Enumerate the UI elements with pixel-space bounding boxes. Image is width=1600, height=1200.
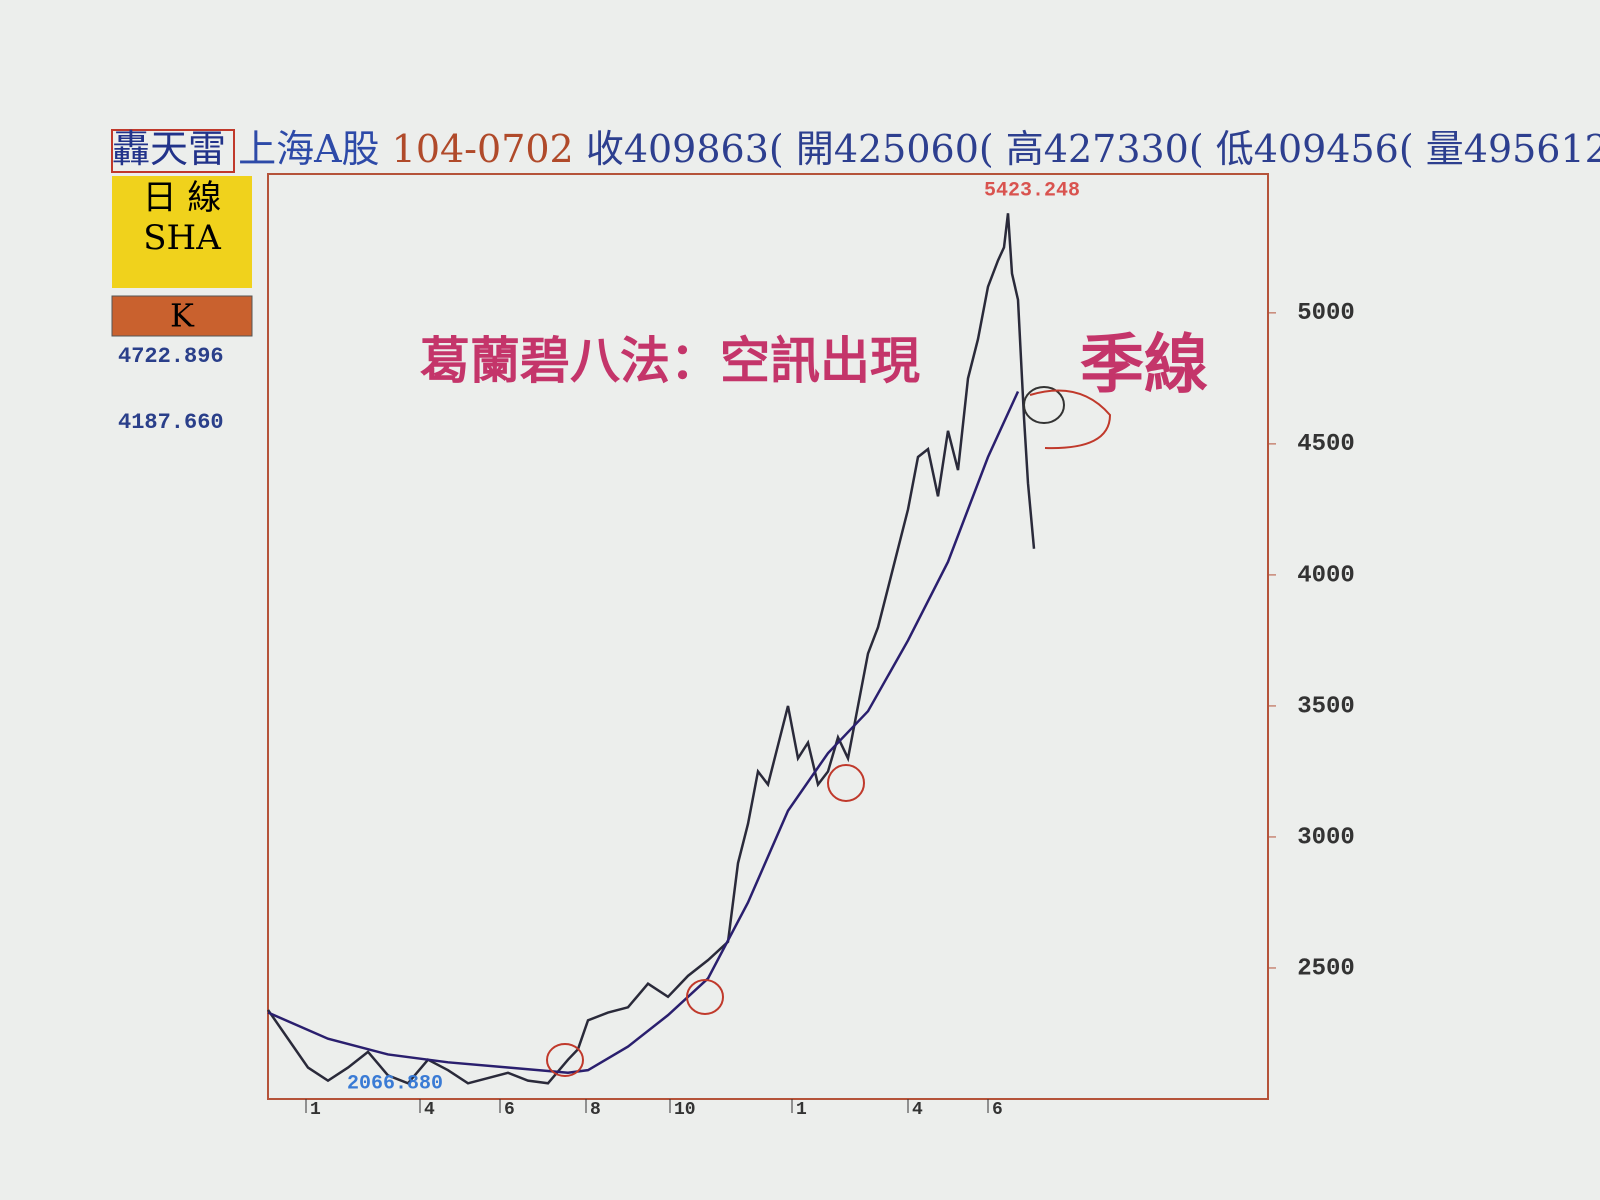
- y-tick-label: 4000: [1297, 562, 1355, 589]
- y-tick-label: 2500: [1297, 955, 1355, 982]
- side-value: 4722.896: [118, 344, 224, 369]
- signal-circle: [1023, 386, 1065, 424]
- header-date: 104-0702: [392, 127, 574, 171]
- x-tick-label: 4: [424, 1100, 435, 1120]
- annotation-ma: 季線: [1080, 328, 1208, 403]
- plot-frame: [267, 173, 1269, 1100]
- signal-circle: [827, 764, 865, 802]
- side-value: 4187.660: [118, 410, 224, 435]
- period: 日 線: [143, 178, 222, 218]
- low-label: 2066.880: [347, 1072, 443, 1095]
- y-tick-label: 4500: [1297, 431, 1355, 458]
- y-tick-label: 3000: [1297, 824, 1355, 851]
- header-volume: 量495612: [1426, 127, 1600, 171]
- price-line: [267, 390, 1020, 1075]
- symbol: SHA: [143, 218, 221, 258]
- header-open: 開425060(: [796, 127, 994, 171]
- header-name: 轟天雷: [112, 127, 226, 171]
- price-line: [266, 213, 1036, 1085]
- period-box: [112, 176, 252, 288]
- header-high: 高427330(: [1006, 127, 1204, 171]
- high-label: 5423.248: [984, 179, 1080, 202]
- x-tick-label: 8: [590, 1100, 601, 1120]
- annotation-title: 葛蘭碧八法：空訊出現: [420, 331, 920, 390]
- x-tick-label: 1: [796, 1100, 807, 1120]
- x-tick-label: 6: [992, 1100, 1003, 1120]
- x-tick-label: 6: [504, 1100, 515, 1120]
- header-low: 低409456(: [1216, 127, 1414, 171]
- header-market: 上海A股: [238, 127, 379, 171]
- signal-circle: [686, 979, 724, 1015]
- callout: [1029, 389, 1112, 450]
- y-tick-label: 5000: [1297, 300, 1355, 327]
- header-close: 收409863(: [586, 127, 784, 171]
- signal-circle: [546, 1043, 584, 1077]
- x-tick-label: 10: [674, 1100, 696, 1120]
- header: 轟天雷 上海A股 104-0702 收409863( 開425060( 高427…: [112, 127, 1600, 171]
- x-tick-label: 1: [310, 1100, 321, 1120]
- name-box: [111, 129, 235, 173]
- x-tick-label: 4: [912, 1100, 923, 1120]
- mode-box: [111, 295, 253, 337]
- plot: 2500 3000 3500 4000 4500 5000 1 4 6 8 10 1 4 6: [266, 213, 1355, 1120]
- y-tick-label: 3500: [1297, 693, 1355, 720]
- mode: K: [170, 297, 195, 335]
